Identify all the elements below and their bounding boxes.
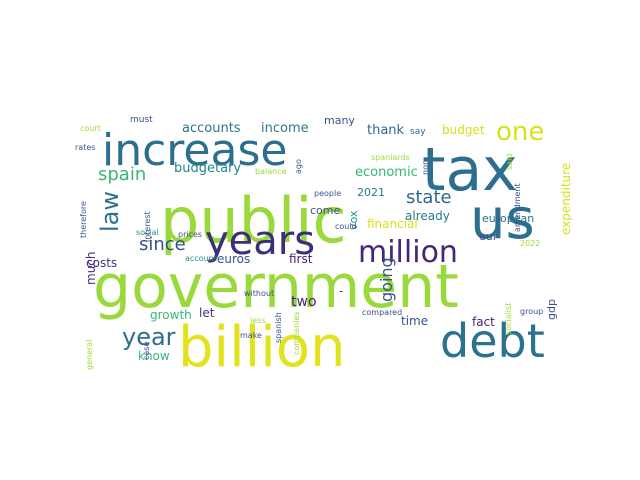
cloud-word: billion bbox=[178, 315, 346, 380]
cloud-word: income bbox=[261, 121, 309, 136]
cloud-word: therefore bbox=[79, 201, 88, 238]
cloud-word: thank bbox=[367, 123, 405, 138]
cloud-word: many bbox=[324, 114, 355, 127]
cloud-word: balance bbox=[255, 167, 287, 176]
cloud-word: vox bbox=[347, 210, 360, 230]
cloud-word: economic bbox=[355, 165, 418, 180]
cloud-word: budgetary bbox=[174, 161, 241, 176]
cloud-word: much bbox=[84, 252, 98, 286]
cloud-word: spain bbox=[98, 164, 146, 185]
cloud-word: companies bbox=[292, 312, 301, 355]
cloud-word: already bbox=[405, 209, 450, 223]
cloud-word: amendment bbox=[513, 183, 522, 232]
cloud-word: - bbox=[339, 284, 343, 298]
cloud-word: general bbox=[85, 340, 94, 370]
cloud-word: accounts bbox=[182, 121, 241, 136]
cloud-word: since bbox=[139, 234, 186, 255]
cloud-word: non bbox=[421, 160, 430, 175]
cloud-word: know bbox=[138, 349, 170, 363]
cloud-word: public bbox=[160, 184, 347, 257]
cloud-word: financial bbox=[367, 217, 418, 231]
cloud-word: say bbox=[410, 127, 426, 137]
cloud-word: spanish bbox=[274, 312, 283, 343]
cloud-word: less bbox=[250, 316, 265, 325]
cloud-word: socialist bbox=[504, 303, 513, 335]
cloud-word: million bbox=[358, 235, 458, 270]
cloud-word: account bbox=[185, 254, 217, 263]
cloud-word: law bbox=[96, 191, 124, 232]
cloud-word: ago bbox=[294, 159, 303, 174]
cloud-word: case bbox=[142, 342, 151, 360]
cloud-word: group bbox=[520, 307, 543, 316]
cloud-word: without bbox=[244, 289, 274, 298]
cloud-word: interest bbox=[143, 211, 152, 242]
cloud-word: year bbox=[122, 323, 176, 351]
cloud-word: social bbox=[136, 228, 159, 237]
cloud-word: european bbox=[482, 212, 534, 225]
cloud-word: 2021 bbox=[357, 186, 385, 199]
cloud-word: make bbox=[240, 331, 262, 340]
cloud-word: court bbox=[80, 124, 101, 133]
cloud-word: come bbox=[310, 204, 340, 217]
cloud-word: debt bbox=[440, 314, 545, 368]
cloud-word: budget bbox=[442, 123, 485, 137]
cloud-word: time bbox=[401, 314, 428, 328]
cloud-word: growth bbox=[150, 308, 192, 322]
cloud-word: expenditure bbox=[559, 163, 573, 235]
cloud-word: years bbox=[205, 218, 315, 264]
cloud-word: 2022 bbox=[520, 239, 540, 248]
cloud-word: two bbox=[291, 294, 317, 310]
cloud-word: eur bbox=[479, 230, 498, 243]
cloud-word: could bbox=[335, 222, 357, 231]
cloud-word: state bbox=[406, 187, 452, 208]
cloud-word: let bbox=[199, 306, 215, 320]
cloud-word: compared bbox=[362, 308, 402, 317]
cloud-word: people bbox=[314, 189, 341, 198]
cloud-word: costs bbox=[86, 256, 117, 270]
cloud-word: prices bbox=[178, 230, 202, 239]
cloud-word: spaniards bbox=[371, 153, 410, 162]
cloud-word: one bbox=[496, 117, 544, 147]
cloud-word: tax bbox=[422, 135, 518, 205]
cloud-word: euros bbox=[217, 252, 250, 266]
cloud-word: increase bbox=[102, 125, 287, 176]
cloud-word: us bbox=[470, 187, 535, 252]
cloud-word: must bbox=[130, 115, 153, 125]
cloud-word: fact bbox=[472, 315, 495, 329]
cloud-word: government bbox=[93, 252, 459, 322]
cloud-word: going bbox=[377, 257, 396, 302]
cloud-word: gdp bbox=[545, 299, 558, 320]
cloud-word: said bbox=[505, 154, 514, 170]
cloud-word: first bbox=[289, 252, 313, 266]
cloud-word: rates bbox=[75, 143, 95, 152]
